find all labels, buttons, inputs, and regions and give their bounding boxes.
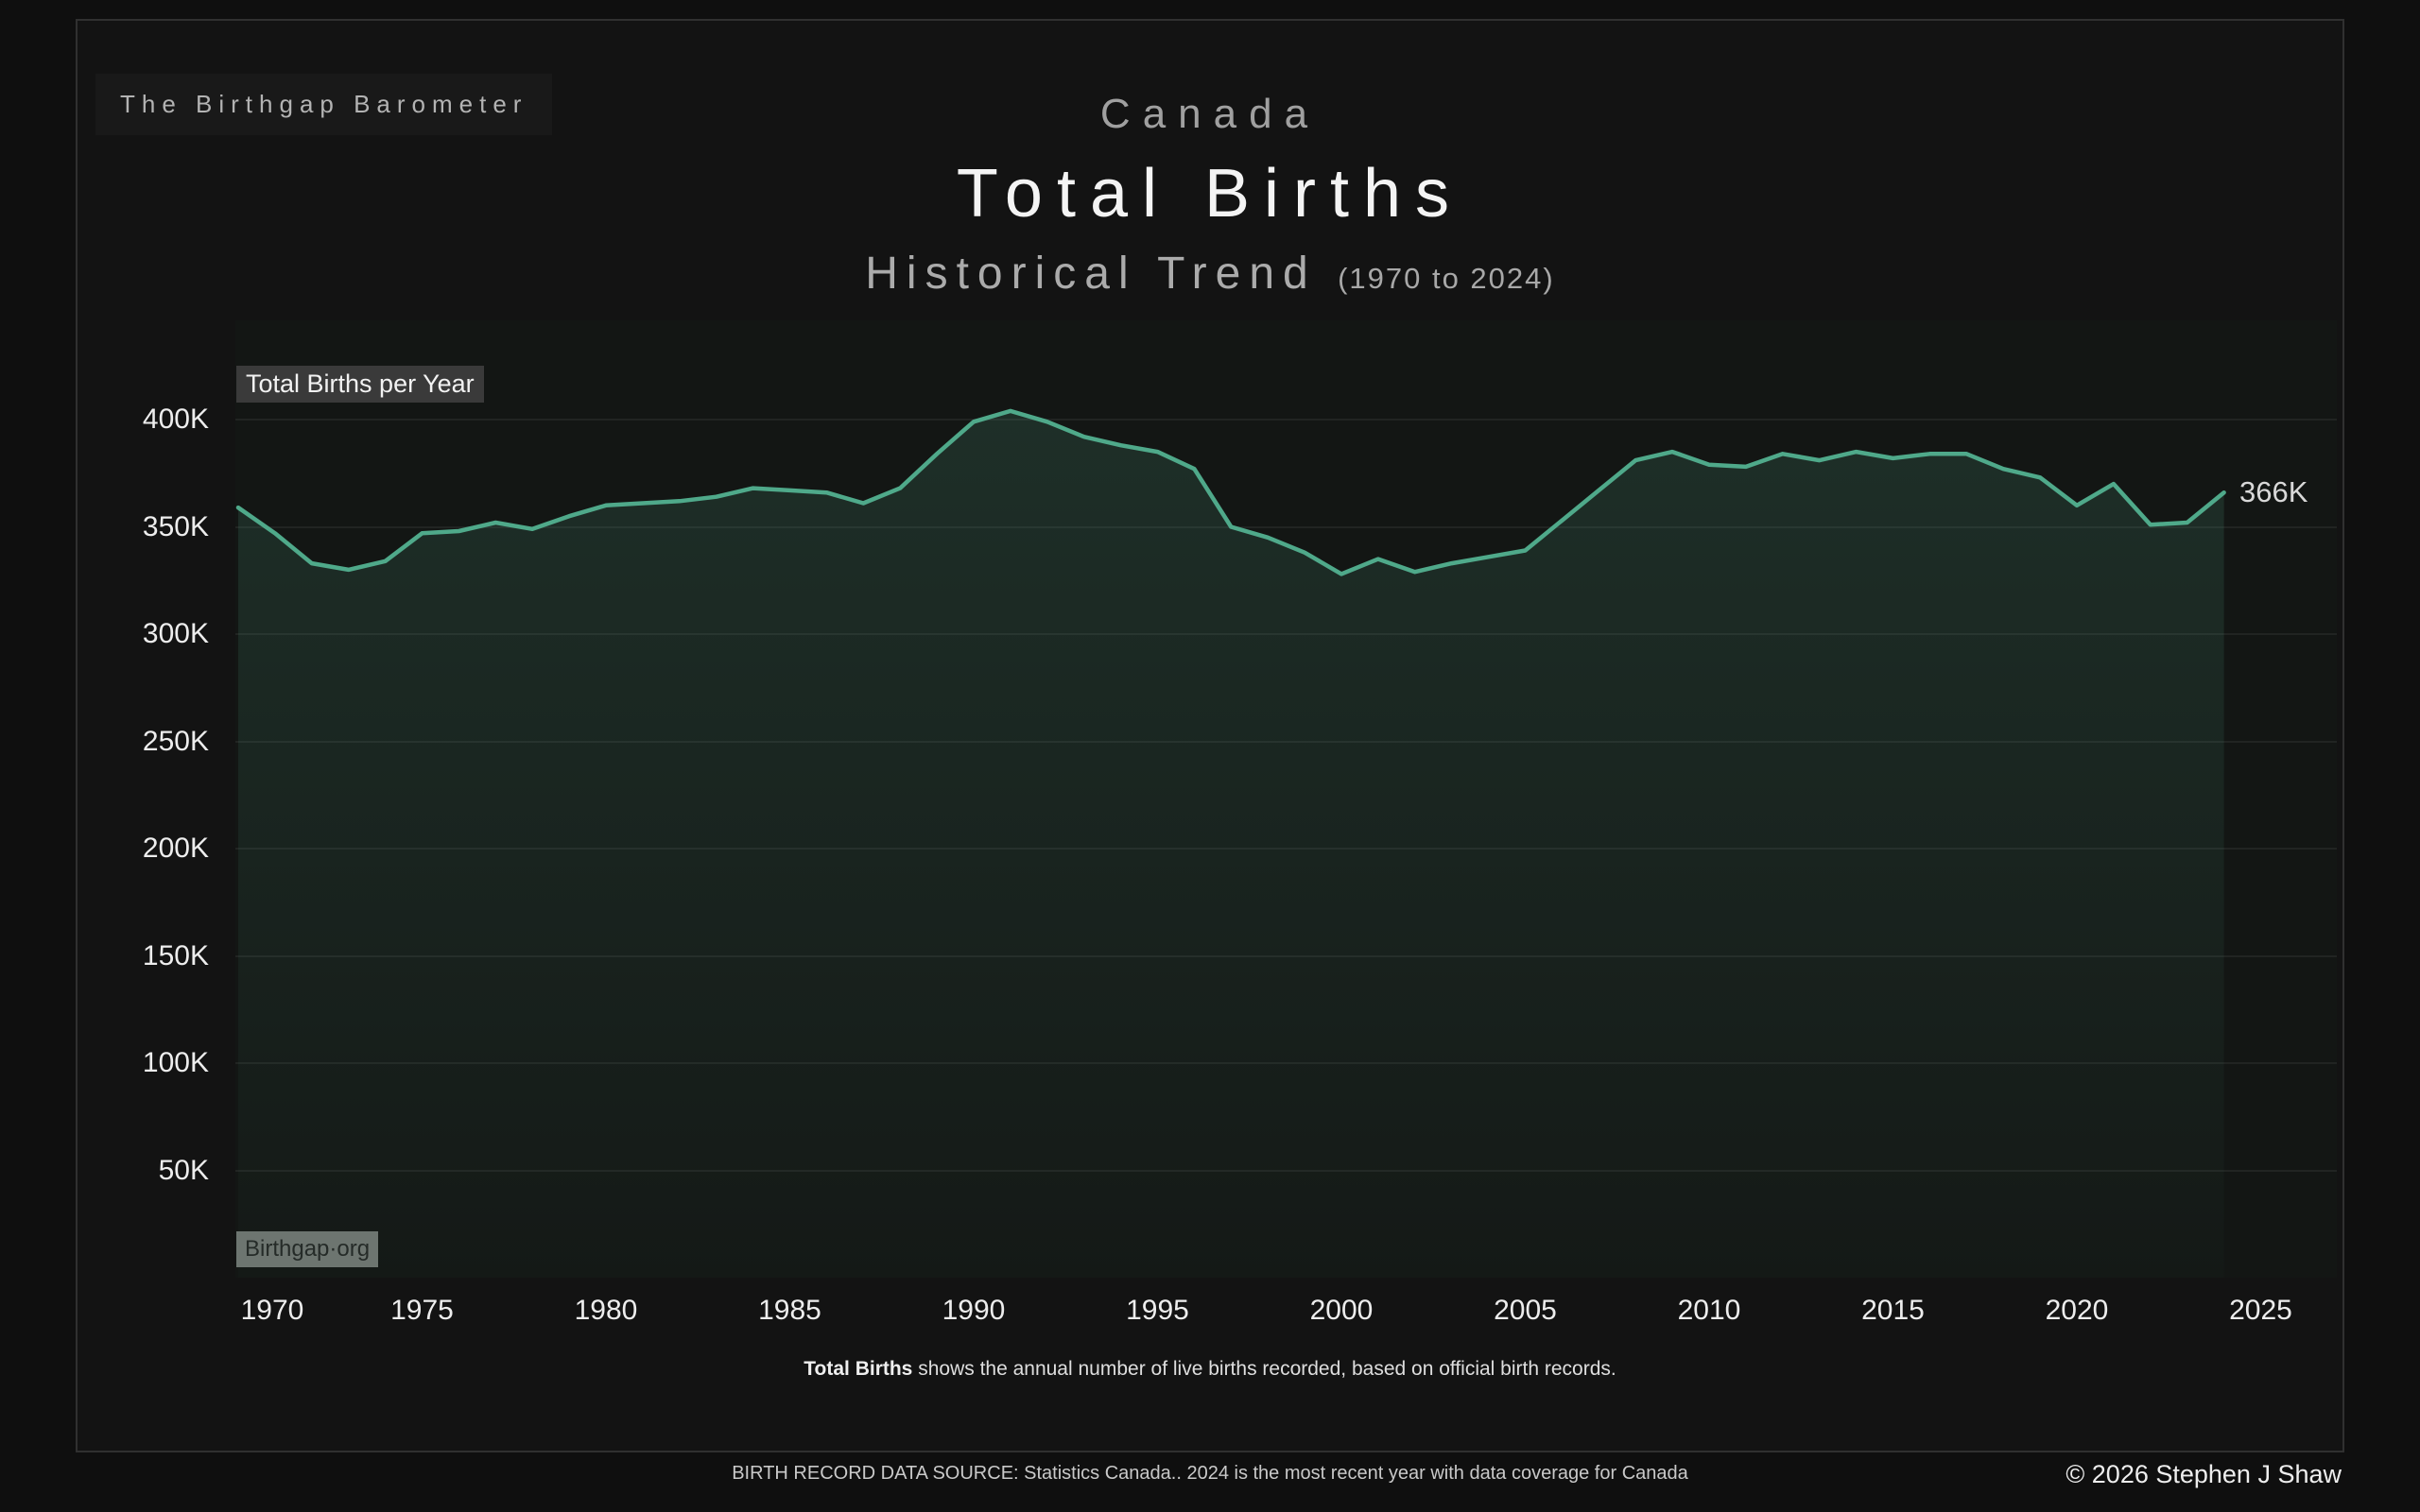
chart-subtitle: Historical Trend (1970 to 2024)	[78, 248, 2342, 300]
x-axis: 1970 1975 1980 1985 1990 1995 2000 2005 2010 2015…	[78, 1294, 2342, 1328]
page-title: Total Births	[956, 156, 1464, 232]
x-tick-label: 1990	[942, 1295, 1006, 1326]
births-line-chart	[235, 408, 2226, 1278]
y-tick-label: 250K	[142, 725, 209, 757]
x-tick-label: 1985	[758, 1295, 821, 1326]
brand-badge: The Birthgap Barometer	[95, 74, 553, 135]
plot-area[interactable]: Total Births per Year Birthgap·org 366K	[235, 320, 2337, 1278]
caption-term: Total Births	[804, 1358, 913, 1380]
x-tick-label: 1970	[240, 1295, 304, 1326]
line-series	[235, 408, 2226, 576]
x-tick-label: 2015	[1861, 1295, 1925, 1326]
y-tick-label: 300K	[142, 618, 209, 649]
y-tick-label: 200K	[142, 833, 209, 864]
gridline-400k	[235, 419, 2337, 421]
country-label: Canada	[1099, 91, 1321, 137]
x-tick-label: 1980	[574, 1295, 638, 1326]
x-tick-label: 2005	[1494, 1295, 1557, 1326]
caption-text: shows the annual number of live births r…	[912, 1358, 1616, 1380]
series-label-chip: Total Births per Year	[236, 366, 484, 403]
x-tick-label: 1975	[390, 1295, 454, 1326]
copyright: © 2026 Stephen J Shaw	[2066, 1460, 2342, 1488]
y-tick-label: 100K	[142, 1047, 209, 1078]
x-tick-label: 2020	[2045, 1295, 2109, 1326]
footer: BIRTH RECORD DATA SOURCE: Statistics Can…	[0, 1452, 2420, 1512]
y-tick-label: 50K	[158, 1154, 209, 1186]
caption: Total Births shows the annual number of …	[78, 1358, 2342, 1381]
y-tick-label: 400K	[142, 404, 209, 435]
y-tick-label: 150K	[142, 939, 209, 971]
main-panel: The Birthgap Barometer Canada Total Birt…	[76, 19, 2344, 1452]
subtitle-text: Historical Trend	[865, 249, 1317, 299]
y-axis: 50K 100K 150K 200K 250K 300K 350K 400K	[78, 320, 222, 1278]
gridline-350k	[235, 525, 2337, 528]
subtitle-range: (1970 to 2024)	[1338, 262, 1555, 295]
end-value-label: 366K	[2239, 475, 2308, 508]
watermark-chip: Birthgap·org	[236, 1231, 379, 1267]
x-tick-label: 1995	[1126, 1295, 1189, 1326]
source-note: BIRTH RECORD DATA SOURCE: Statistics Can…	[732, 1463, 1688, 1484]
x-tick-label: 2000	[1309, 1295, 1374, 1326]
y-tick-label: 350K	[142, 510, 209, 542]
x-tick-label: 2010	[1677, 1295, 1741, 1326]
area-series	[238, 410, 2224, 1278]
x-tick-label: 2025	[2229, 1295, 2292, 1326]
